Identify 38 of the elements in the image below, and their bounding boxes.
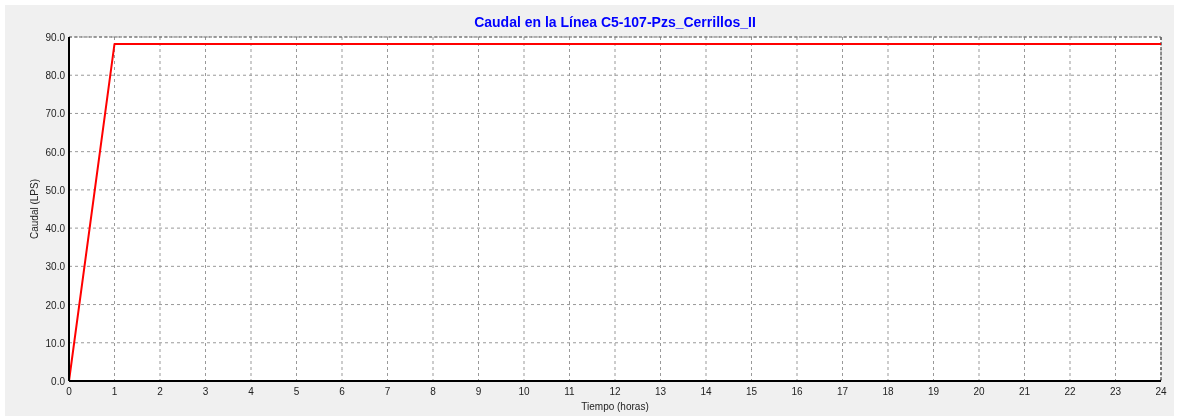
x-tick-label: 4 (248, 386, 255, 397)
x-tick-label: 24 (1155, 386, 1167, 397)
x-tick-label: 6 (339, 386, 346, 397)
x-tick-label: 18 (882, 386, 894, 397)
y-tick-label: 30.0 (45, 261, 66, 273)
chart-title: Caudal en la Línea C5-107-Pzs_Cerrillos_II (474, 14, 756, 30)
x-axis-title: Tiempo (horas) (581, 401, 649, 412)
x-tick-label: 20 (973, 386, 985, 397)
x-tick-label: 12 (609, 386, 621, 397)
y-tick-label: 50.0 (45, 184, 66, 196)
x-tick-label: 1 (111, 386, 118, 397)
x-tick-label: 7 (384, 386, 391, 397)
y-tick-label: 90.0 (45, 32, 66, 43)
x-tick-label: 14 (700, 386, 712, 397)
y-tick-label: 10.0 (45, 337, 66, 349)
x-tick-label: 3 (202, 386, 209, 397)
x-tick-label: 11 (564, 386, 576, 397)
y-tick-label: 20.0 (45, 299, 66, 311)
x-tick-label: 8 (430, 386, 437, 397)
y-tick-label: 40.0 (45, 223, 66, 235)
y-tick-label: 0.0 (51, 376, 66, 387)
y-tick-label: 70.0 (45, 108, 66, 120)
y-tick-label: 80.0 (45, 70, 66, 82)
x-tick-label: 21 (1018, 386, 1031, 397)
x-tick-label: 5 (293, 386, 300, 397)
y-tick-label: 60.0 (45, 146, 66, 158)
x-tick-label: 10 (518, 386, 530, 397)
x-tick-label: 17 (836, 386, 849, 397)
x-tick-label: 16 (791, 386, 803, 397)
x-tick-label: 13 (654, 386, 667, 397)
x-tick-label: 22 (1064, 386, 1076, 397)
x-tick-label: 19 (927, 386, 940, 397)
x-tick-label: 9 (475, 386, 482, 397)
x-tick-label: 2 (157, 386, 164, 397)
y-axis-title: Caudal (LPS) (29, 178, 40, 240)
x-tick-label: 15 (745, 386, 758, 397)
x-tick-label: 23 (1109, 386, 1122, 397)
x-tick-label: 0 (66, 386, 73, 397)
